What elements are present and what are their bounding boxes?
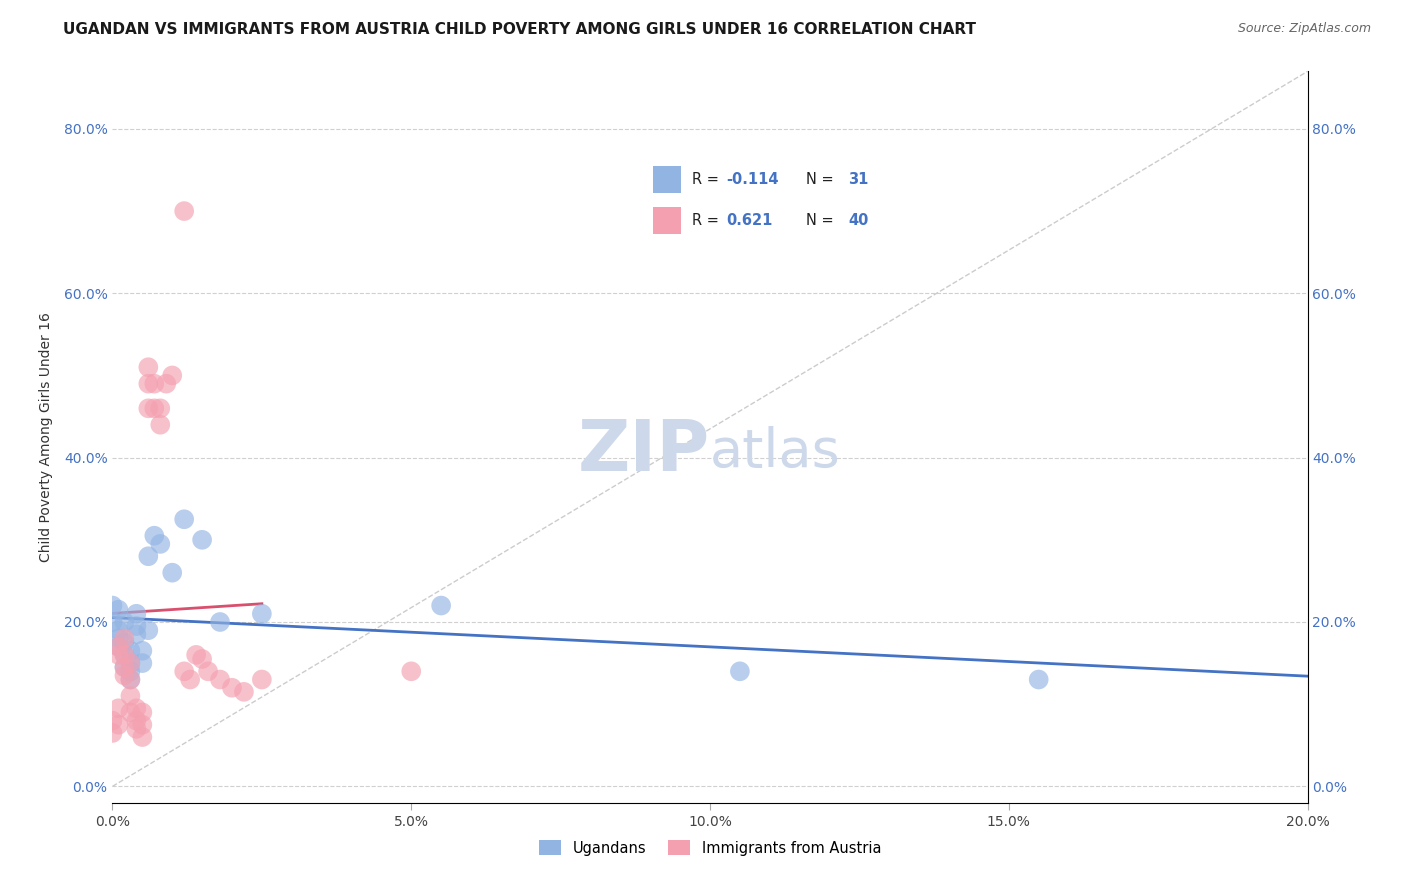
Point [149,417,172,432]
Point [107,624,129,638]
Point [138,549,160,564]
Point [114,648,135,662]
Legend: Ugandans, Immigrants from Austria: Ugandans, Immigrants from Austria [533,834,887,862]
Point [125,607,148,621]
Text: R =: R = [693,213,724,227]
Point [162,566,183,580]
Point [197,665,219,679]
Point [250,673,273,687]
Bar [652,207,681,234]
Point [107,717,129,731]
Point [120,656,142,670]
Point [114,660,135,674]
Point [120,673,142,687]
Point [114,632,135,646]
Point [107,701,129,715]
Point [107,640,129,654]
Point [250,607,273,621]
Point [155,376,177,391]
Point [209,673,232,687]
Text: 31: 31 [848,172,869,186]
Text: -0.114: -0.114 [727,172,779,186]
Text: N =: N = [806,213,838,227]
Point [138,360,160,375]
Point [120,706,142,720]
Point [101,726,124,740]
Point [114,615,135,629]
Point [107,648,129,662]
Text: 0.621: 0.621 [727,213,773,227]
Point [125,619,148,633]
Point [114,668,135,682]
Point [107,602,129,616]
Point [114,635,135,649]
Text: Source: ZipAtlas.com: Source: ZipAtlas.com [1237,22,1371,36]
Point [221,681,243,695]
Point [131,717,153,731]
Point [120,689,142,703]
Point [101,615,124,629]
Text: ZIP: ZIP [578,417,710,486]
Text: N =: N = [806,172,838,186]
Point [179,673,201,687]
Point [125,701,148,715]
Point [120,673,142,687]
Text: 40: 40 [848,213,869,227]
Point [120,656,142,670]
Point [143,529,166,543]
Point [173,665,195,679]
Point [107,640,129,654]
Point [191,652,214,666]
Text: R =: R = [693,172,724,186]
Point [173,512,195,526]
Point [430,599,453,613]
Point [107,632,129,646]
Point [1028,673,1050,687]
Point [131,644,153,658]
Point [233,685,256,699]
Point [209,615,232,629]
Point [138,624,160,638]
Point [138,401,160,416]
Point [149,401,172,416]
Point [120,665,142,679]
Point [125,722,148,736]
Y-axis label: Child Poverty Among Girls Under 16: Child Poverty Among Girls Under 16 [38,312,52,562]
Point [162,368,183,383]
Point [191,533,214,547]
Point [728,665,751,679]
Point [131,656,153,670]
Point [143,376,166,391]
Bar [652,166,681,193]
Point [101,714,124,728]
Text: UGANDAN VS IMMIGRANTS FROM AUSTRIA CHILD POVERTY AMONG GIRLS UNDER 16 CORRELATIO: UGANDAN VS IMMIGRANTS FROM AUSTRIA CHILD… [63,22,976,37]
Point [114,648,135,662]
Point [131,730,153,744]
Point [143,401,166,416]
Point [173,204,195,219]
Point [138,376,160,391]
Point [125,627,148,641]
Point [186,648,208,662]
Point [125,714,148,728]
Point [101,599,124,613]
Point [114,660,135,674]
Point [131,706,153,720]
Text: atlas: atlas [710,425,841,478]
Point [120,644,142,658]
Point [149,537,172,551]
Point [401,665,423,679]
